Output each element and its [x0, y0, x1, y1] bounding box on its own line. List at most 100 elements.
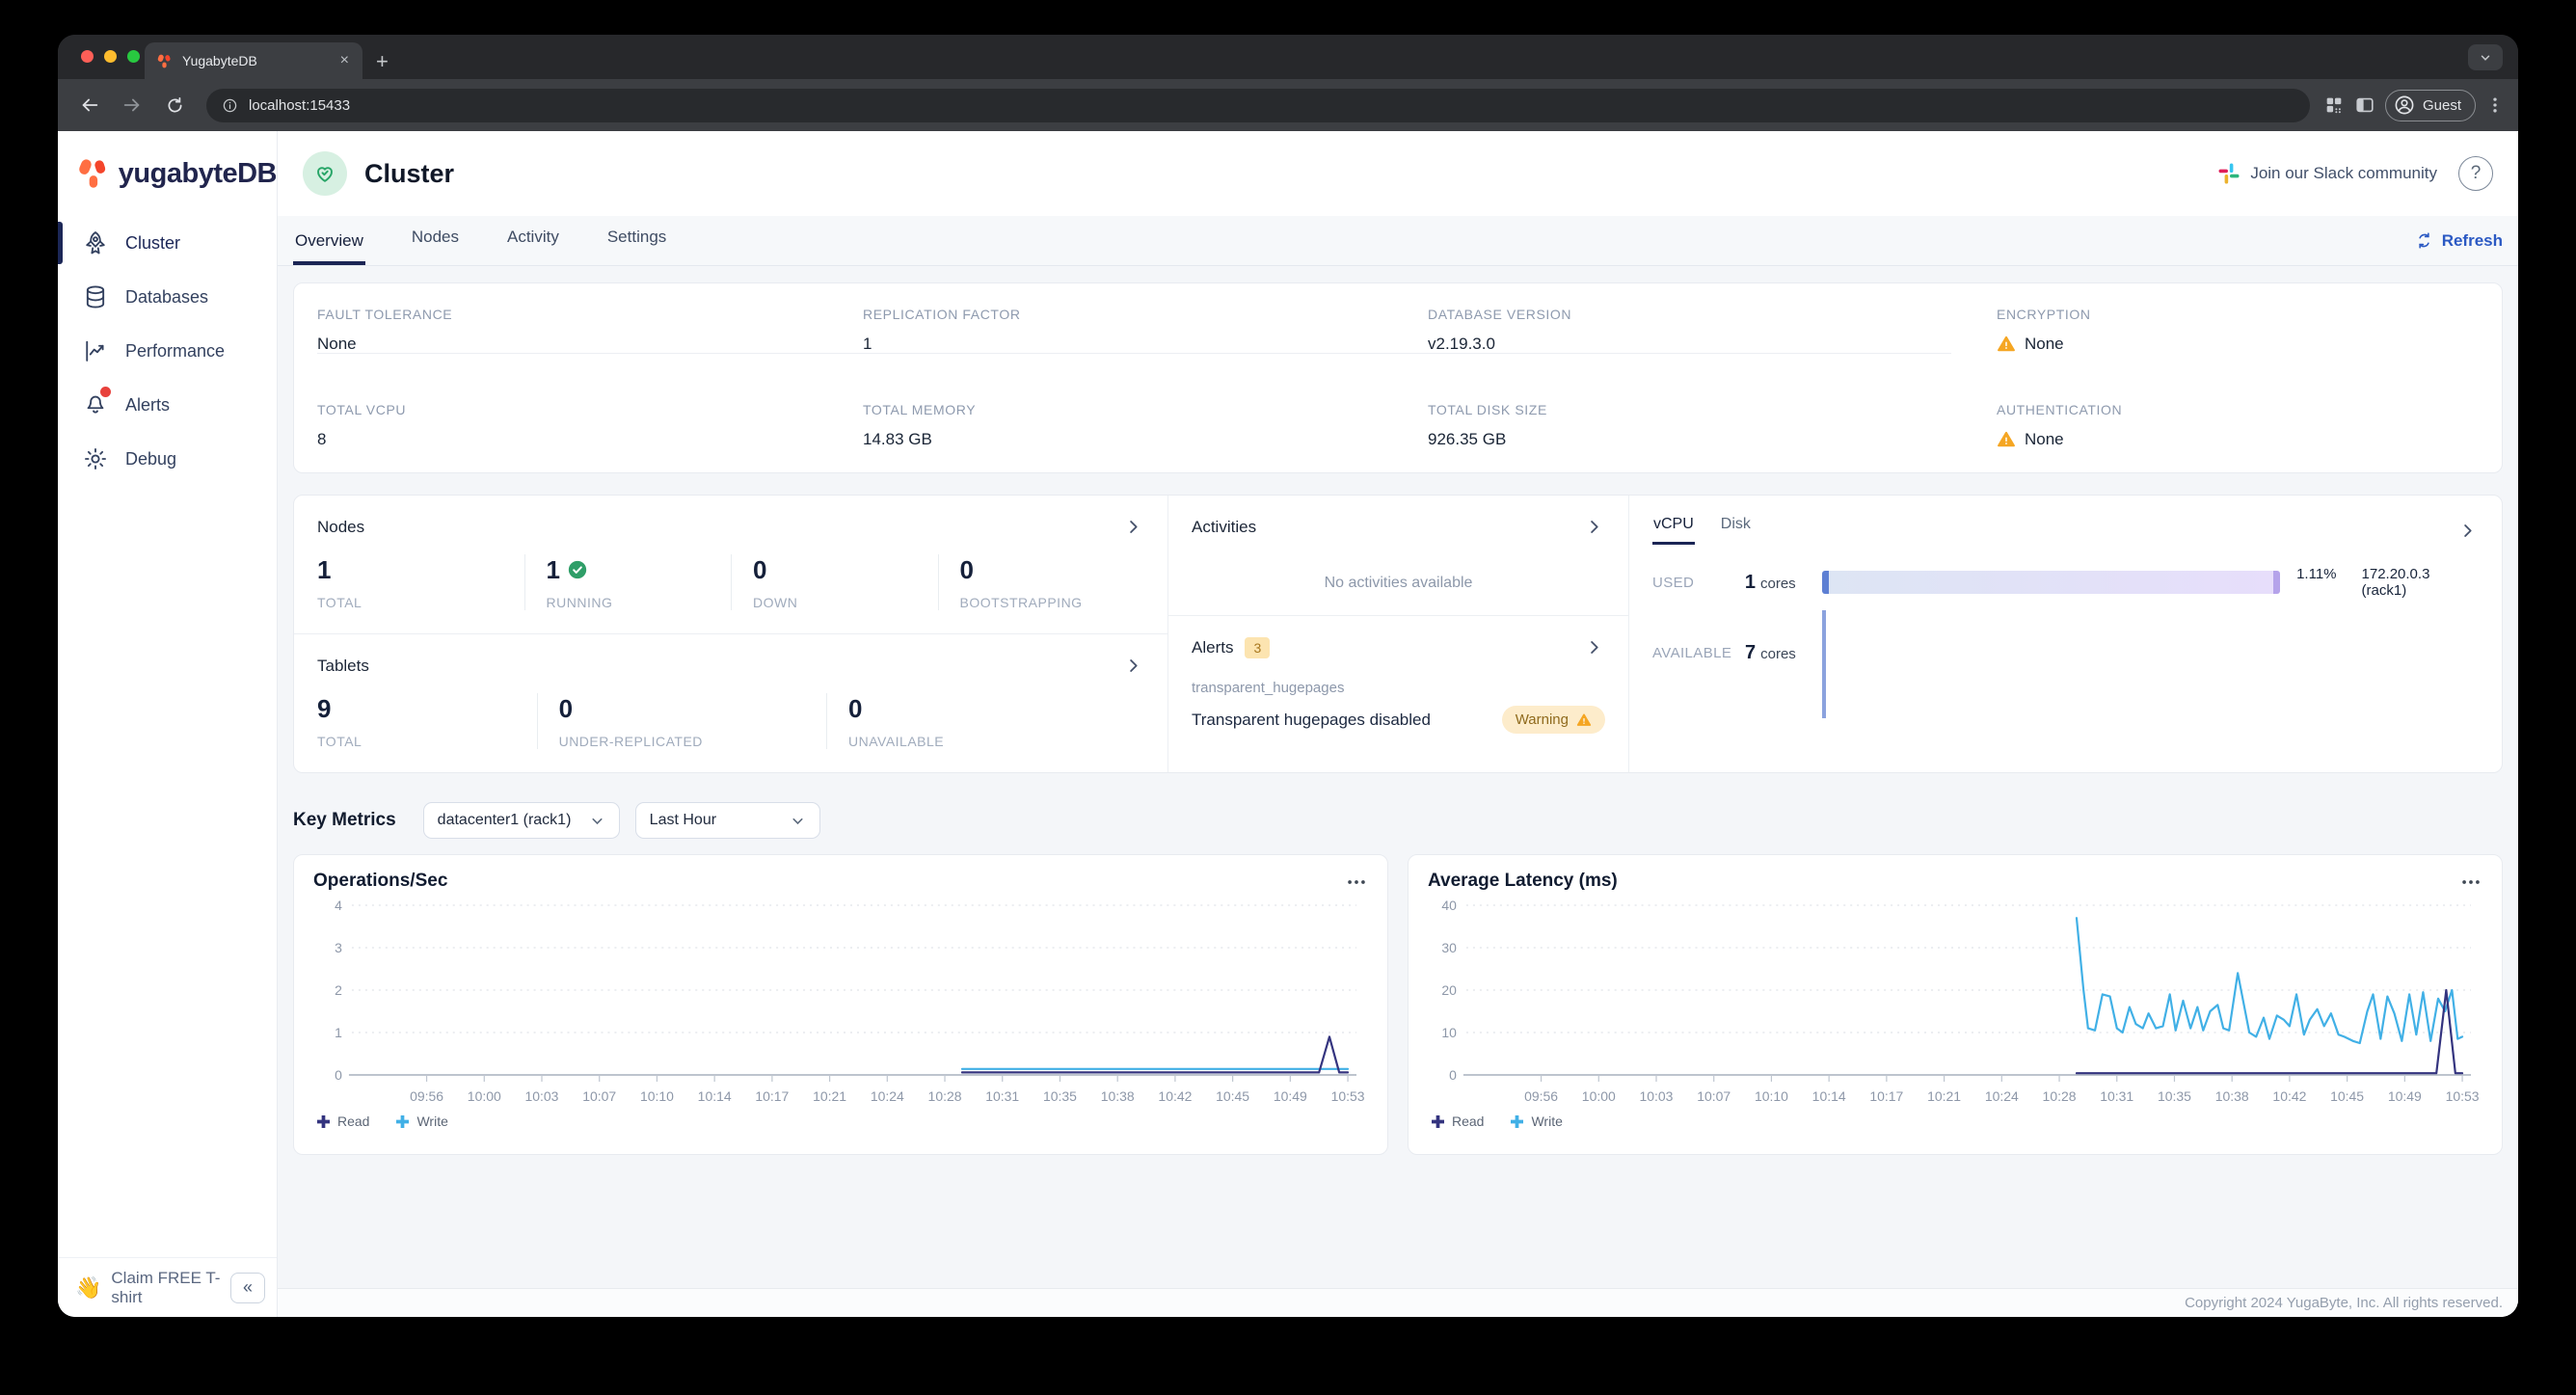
forward-button[interactable]: [114, 87, 150, 123]
reload-button[interactable]: [156, 87, 193, 123]
maximize-window-button[interactable]: [127, 50, 140, 63]
legend-item-write[interactable]: Write: [1511, 1113, 1563, 1129]
key-metrics-title: Key Metrics: [293, 810, 396, 830]
sidebar-collapse-button[interactable]: «: [230, 1272, 265, 1303]
alerts-panel-title: Alerts: [1192, 637, 1234, 657]
stat-nodes-running: 1 RUNNING: [523, 554, 732, 610]
site-info-icon[interactable]: [222, 97, 238, 114]
field-replication-factor: REPLICATION FACTOR 1: [863, 307, 1021, 353]
browser-tab[interactable]: YugabyteDB ×: [145, 42, 362, 79]
claim-tshirt-link[interactable]: Claim FREE T-shirt: [111, 1268, 221, 1306]
svg-text:10:07: 10:07: [582, 1088, 616, 1104]
svg-text:3: 3: [335, 940, 342, 955]
svg-text:40: 40: [1441, 898, 1457, 913]
sidebar-item-performance[interactable]: Performance: [58, 324, 277, 378]
alert-row[interactable]: Transparent hugepages disabled Warning: [1192, 706, 1605, 734]
svg-text:10:07: 10:07: [1697, 1088, 1731, 1104]
sidebar-item-cluster[interactable]: Cluster: [58, 216, 277, 270]
vcpu-available-row: AVAILABLE 7 cores: [1652, 641, 1796, 663]
vcpu-used-node: 172.20.0.3 (rack1): [2361, 566, 2430, 599]
side-panel-icon[interactable]: [2354, 94, 2375, 116]
app-logo[interactable]: yugabyteDB: [58, 131, 278, 216]
stat-tablets-unavailable: 0 UNAVAILABLE: [826, 693, 1144, 749]
slack-link-label: Join our Slack community: [2250, 164, 2437, 182]
yugabytedb-logo-icon: [79, 159, 106, 188]
refresh-button[interactable]: Refresh: [2415, 231, 2503, 251]
usage-panel-link[interactable]: [2456, 520, 2479, 542]
svg-text:0: 0: [1449, 1067, 1457, 1083]
tablets-panel-link[interactable]: [1122, 655, 1144, 677]
tab-overview[interactable]: Overview: [293, 231, 365, 265]
rocket-icon: [86, 231, 105, 255]
main-area: Cluster Join our Slack community ?: [278, 131, 2518, 1317]
tab-activity[interactable]: Activity: [505, 228, 561, 265]
sidebar-item-alerts[interactable]: Alerts: [58, 378, 277, 432]
legend-item-read[interactable]: Read: [317, 1113, 369, 1129]
chart-menu-button[interactable]: [2455, 869, 2486, 895]
alert-name: transparent_hugepages: [1192, 680, 1345, 696]
slack-community-link[interactable]: Join our Slack community: [2217, 162, 2437, 185]
grid-icon: [2326, 97, 2342, 114]
svg-text:10:53: 10:53: [2446, 1088, 2480, 1104]
address-bar[interactable]: localhost:15433: [206, 88, 2310, 122]
cluster-info-card: FAULT TOLERANCE None REPLICATION FACTOR …: [293, 282, 2503, 473]
help-button[interactable]: ?: [2458, 156, 2493, 191]
tab-vcpu[interactable]: vCPU: [1652, 516, 1695, 545]
svg-text:10:35: 10:35: [2158, 1088, 2191, 1104]
svg-text:4: 4: [335, 898, 342, 913]
copyright-text: Copyright 2024 YugaByte, Inc. All rights…: [2185, 1295, 2503, 1311]
legend-item-read[interactable]: Read: [1432, 1113, 1484, 1129]
svg-text:0: 0: [335, 1067, 342, 1083]
chevron-down-icon: [592, 818, 603, 824]
svg-text:10:38: 10:38: [1101, 1088, 1135, 1104]
region-select[interactable]: datacenter1 (rack1): [422, 802, 620, 839]
stat-tablets-total: 9 TOTAL: [317, 693, 362, 750]
vcpu-available-bar: [1822, 610, 1826, 718]
browser-menu-button[interactable]: [2485, 95, 2505, 115]
chart-menu-button[interactable]: [1341, 869, 1372, 895]
svg-text:10:42: 10:42: [2272, 1088, 2306, 1104]
tab-search-button[interactable]: [2468, 44, 2503, 70]
tab-close-button[interactable]: ×: [336, 51, 353, 70]
legend-item-write[interactable]: Write: [396, 1113, 448, 1129]
svg-text:2: 2: [335, 982, 342, 998]
profile-button[interactable]: Guest: [2384, 89, 2476, 121]
legend-marker-icon: [1511, 1114, 1524, 1128]
browser-toolbar: localhost:15433 Guest: [58, 79, 2518, 131]
alerts-panel-link[interactable]: [1583, 636, 1605, 658]
svg-text:10:31: 10:31: [2100, 1088, 2133, 1104]
minimize-window-button[interactable]: [104, 50, 117, 63]
tab-nodes[interactable]: Nodes: [410, 228, 461, 265]
warning-triangle-icon: [1998, 431, 2015, 447]
sidebar-item-label: Performance: [125, 340, 226, 361]
claim-tshirt-row: 👋 Claim FREE T-shirt «: [58, 1257, 277, 1317]
back-button[interactable]: [71, 87, 108, 123]
new-tab-button[interactable]: +: [376, 49, 389, 73]
chevron-down-icon: [2481, 54, 2490, 61]
svg-text:10:00: 10:00: [1582, 1088, 1616, 1104]
chart-title: Average Latency (ms): [1428, 871, 1618, 891]
extensions-icon[interactable]: [2323, 94, 2345, 116]
sidebar-item-databases[interactable]: Databases: [58, 270, 277, 324]
svg-text:10:53: 10:53: [1331, 1088, 1365, 1104]
charts-row: Operations/Sec 0 1 2 3 4 09:56 10:00 10:03 10:07…: [293, 854, 2503, 1155]
divider: [317, 353, 1951, 354]
tab-settings[interactable]: Settings: [605, 228, 668, 265]
svg-text:10:21: 10:21: [1927, 1088, 1961, 1104]
footer: Copyright 2024 YugaByte, Inc. All rights…: [278, 1288, 2518, 1317]
chart-legend: Read Write: [313, 1113, 1368, 1129]
forward-arrow-icon: [123, 98, 140, 112]
tab-disk[interactable]: Disk: [1720, 516, 1752, 545]
nodes-tablets-column: Nodes 1 TOTAL: [294, 496, 1167, 772]
svg-text:10:14: 10:14: [698, 1088, 732, 1104]
nodes-panel-link[interactable]: [1122, 516, 1144, 538]
usage-tabs: vCPU Disk: [1652, 516, 1752, 545]
svg-text:10:10: 10:10: [640, 1088, 674, 1104]
svg-text:10:10: 10:10: [1755, 1088, 1788, 1104]
operations-chart-card: Operations/Sec 0 1 2 3 4 09:56 10:00 10:03 10:07…: [293, 854, 1388, 1155]
activities-panel-link[interactable]: [1583, 516, 1605, 538]
sidebar-item-debug[interactable]: Debug: [58, 432, 277, 486]
close-window-button[interactable]: [81, 50, 94, 63]
time-range-select[interactable]: Last Hour: [634, 802, 820, 839]
url-text: localhost:15433: [249, 96, 351, 114]
